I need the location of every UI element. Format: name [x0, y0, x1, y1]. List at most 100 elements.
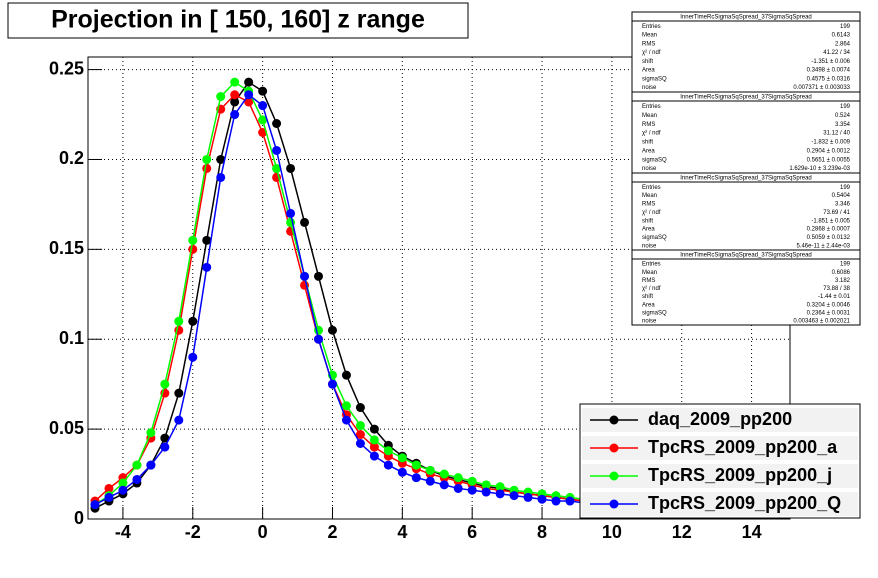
legend-label: TpcRS_2009_pp200_j — [648, 465, 832, 485]
stats-value: 41.22 / 34 — [823, 50, 850, 56]
data-point — [397, 467, 407, 477]
data-point — [174, 316, 184, 326]
data-point — [188, 235, 198, 245]
data-point — [355, 421, 365, 431]
data-point — [327, 325, 337, 335]
data-point — [202, 235, 212, 245]
y-tick-label: 0.25 — [49, 58, 84, 78]
data-point — [369, 435, 379, 445]
stats-name: Entries — [642, 24, 661, 30]
stats-name: RMS — [642, 278, 655, 284]
stats-name: Area — [642, 302, 655, 308]
stats-value: 0.6143 — [832, 33, 851, 39]
stats-value: -1.44 ± 0.01 — [818, 294, 851, 300]
stats-value: 199 — [840, 104, 851, 110]
data-point — [118, 485, 128, 495]
stats-name: shift — [642, 294, 653, 300]
stats-box — [631, 91, 861, 174]
data-point — [244, 77, 254, 87]
stats-value: 0.5059 ± 0.0132 — [807, 235, 851, 241]
x-tick-label: -2 — [185, 522, 201, 542]
data-point — [467, 485, 477, 495]
stats-name: RMS — [642, 122, 655, 128]
data-point — [355, 438, 365, 448]
stats-title: InnerTimeRcSigmaSqSpread_37SigmaSqSpread — [680, 253, 812, 259]
y-tick-label: 0.2 — [59, 148, 84, 168]
stats-name: shift — [642, 218, 653, 224]
stats-name: Area — [642, 227, 655, 233]
x-tick-label: 10 — [602, 522, 622, 542]
stats-title: InnerTimeRcSigmaSqSpread_37SigmaSqSpread — [680, 15, 812, 21]
stats-value: 0.2868 ± 0.0007 — [807, 227, 851, 233]
legend-marker — [609, 415, 619, 425]
x-tick-label: 12 — [672, 522, 692, 542]
stats-value: 0.2904 ± 0.0012 — [807, 148, 851, 154]
stats-name: Mean — [642, 193, 657, 199]
data-point — [565, 496, 575, 506]
data-point — [355, 430, 365, 440]
legend-marker — [609, 499, 619, 509]
stats-box — [631, 172, 861, 251]
data-point — [132, 460, 142, 470]
data-point — [327, 379, 337, 389]
stats-value: 199 — [840, 185, 851, 191]
legend-label: daq_2009_pp200 — [648, 409, 792, 429]
data-point — [509, 491, 519, 501]
stats-box — [631, 11, 861, 93]
data-point — [425, 476, 435, 486]
data-point — [230, 110, 240, 120]
data-point — [216, 172, 226, 182]
stats-value: 0.5404 — [832, 193, 851, 199]
stats-value: 199 — [840, 262, 851, 268]
stats-value: 199 — [840, 24, 851, 30]
stats-name: χ² / ndf — [642, 210, 661, 216]
data-point — [453, 473, 463, 483]
data-point — [551, 496, 561, 506]
stats-value: 0.524 — [835, 113, 851, 119]
data-point — [216, 92, 226, 102]
stats-value: 2.864 — [835, 41, 851, 47]
stats-value: 31.12 / 40 — [823, 131, 850, 137]
data-point — [188, 244, 198, 254]
data-point — [341, 415, 351, 425]
stats-name: noise — [642, 319, 657, 325]
y-tick-label: 0.15 — [49, 238, 84, 258]
legend-label: TpcRS_2009_pp200_Q — [648, 493, 841, 513]
stats-name: noise — [642, 243, 657, 249]
data-point — [160, 379, 170, 389]
data-point — [467, 476, 477, 486]
data-point — [523, 492, 533, 502]
stats-value: 0.3498 ± 0.0074 — [807, 68, 851, 74]
y-tick-label: 0.05 — [49, 418, 84, 438]
stats-name: Entries — [642, 185, 661, 191]
data-point — [411, 473, 421, 483]
stats-value: 0.3204 ± 0.0046 — [807, 302, 851, 308]
y-tick-label: 0 — [74, 508, 84, 528]
data-point — [481, 480, 491, 490]
data-point — [230, 97, 240, 107]
stats-value: 5.46e-11 ± 2.44e-03 — [796, 243, 850, 249]
data-point — [146, 460, 156, 470]
stats-value: -1.851 ± 0.005 — [811, 218, 850, 224]
stats-name: χ² / ndf — [642, 286, 661, 292]
stats-value: 73.88 / 38 — [823, 286, 850, 292]
stats-name: sigmaSQ — [642, 76, 667, 82]
stats-value: 73.69 / 41 — [823, 210, 850, 216]
data-point — [90, 500, 100, 510]
data-point — [314, 271, 324, 281]
data-point — [104, 483, 114, 493]
stats-name: sigmaSQ — [642, 157, 667, 163]
stats-name: Mean — [642, 33, 657, 39]
data-point — [425, 465, 435, 475]
stats-name: Area — [642, 148, 655, 154]
data-point — [216, 154, 226, 164]
data-point — [383, 446, 393, 456]
stats-name: Mean — [642, 270, 657, 276]
data-point — [202, 154, 212, 164]
data-point — [160, 433, 170, 443]
stats-value: 1.629e-10 ± 3.239e-03 — [789, 166, 850, 172]
stats-name: RMS — [642, 202, 655, 208]
stats-name: χ² / ndf — [642, 50, 661, 56]
data-point — [258, 86, 268, 96]
